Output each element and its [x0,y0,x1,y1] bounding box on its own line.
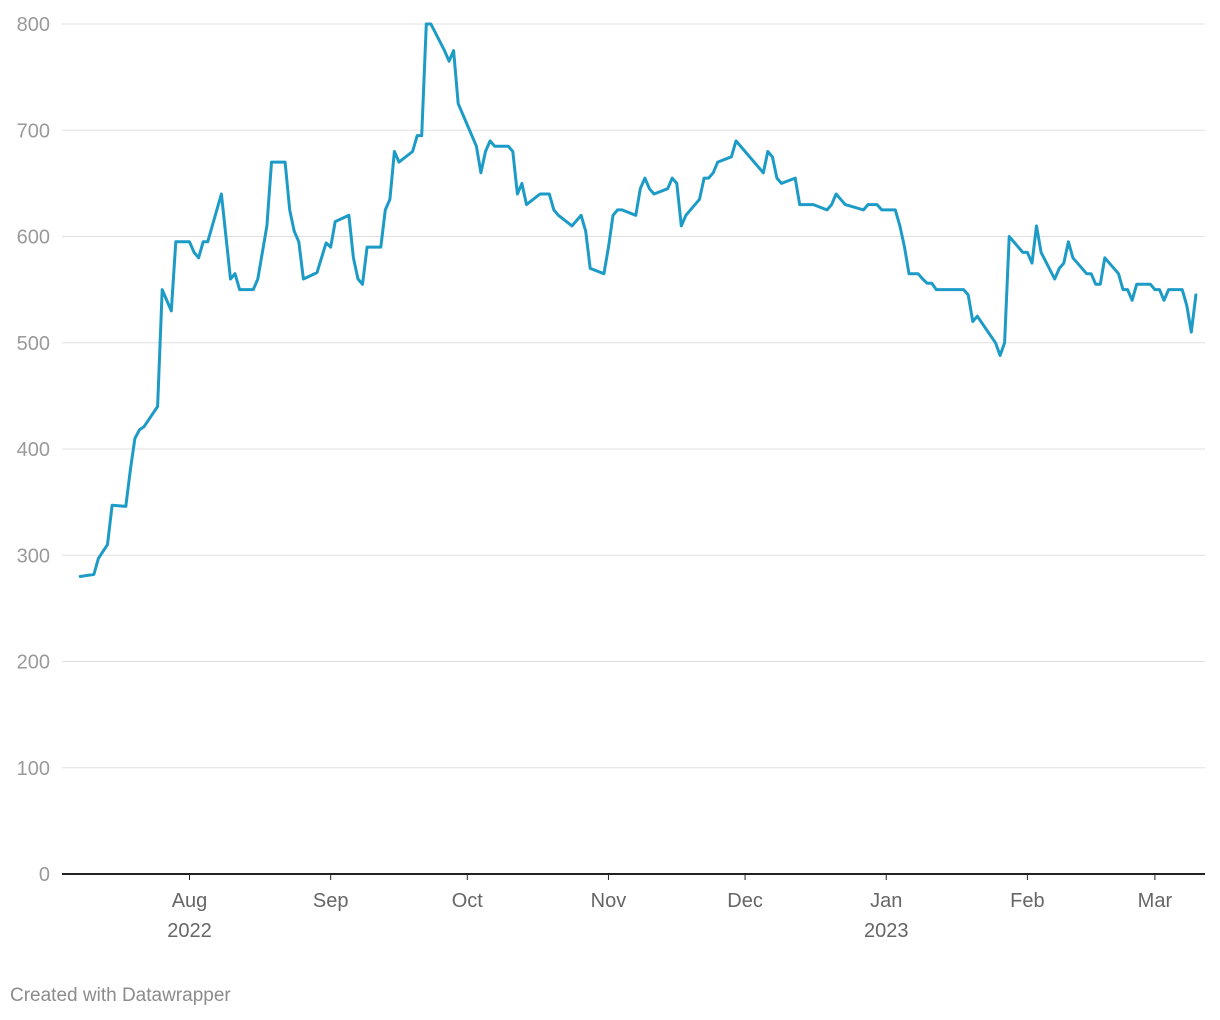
line-chart: 0 100 200 300 400 500 600 700 800 Aug 2022 Sep Oct No… [17,14,1205,942]
x-tick-year-label: 2023 [864,920,909,942]
x-tick-label: Feb [1010,890,1044,912]
y-tick-label: 500 [17,333,50,355]
x-tick-label: Aug [172,890,208,912]
y-tick-label: 100 [17,758,50,780]
y-tick-label: 200 [17,652,50,674]
series-line [78,22,1198,578]
y-tick-label: 800 [17,14,50,36]
y-tick-label: 600 [17,227,50,249]
y-tick-label: 300 [17,545,50,567]
x-tick-label: Jan [870,890,902,912]
x-tick-label: Dec [727,890,763,912]
footer-credit: Created with Datawrapper [10,985,231,1006]
y-tick-label: 0 [39,864,50,886]
x-tick-label: Oct [452,890,484,912]
x-tick-label: Sep [313,890,349,912]
x-tick-year-label: 2022 [167,920,212,942]
x-tick-label: Mar [1138,890,1173,912]
y-tick-label: 700 [17,120,50,142]
y-tick-label: 400 [17,439,50,461]
x-tick-label: Nov [591,890,627,912]
